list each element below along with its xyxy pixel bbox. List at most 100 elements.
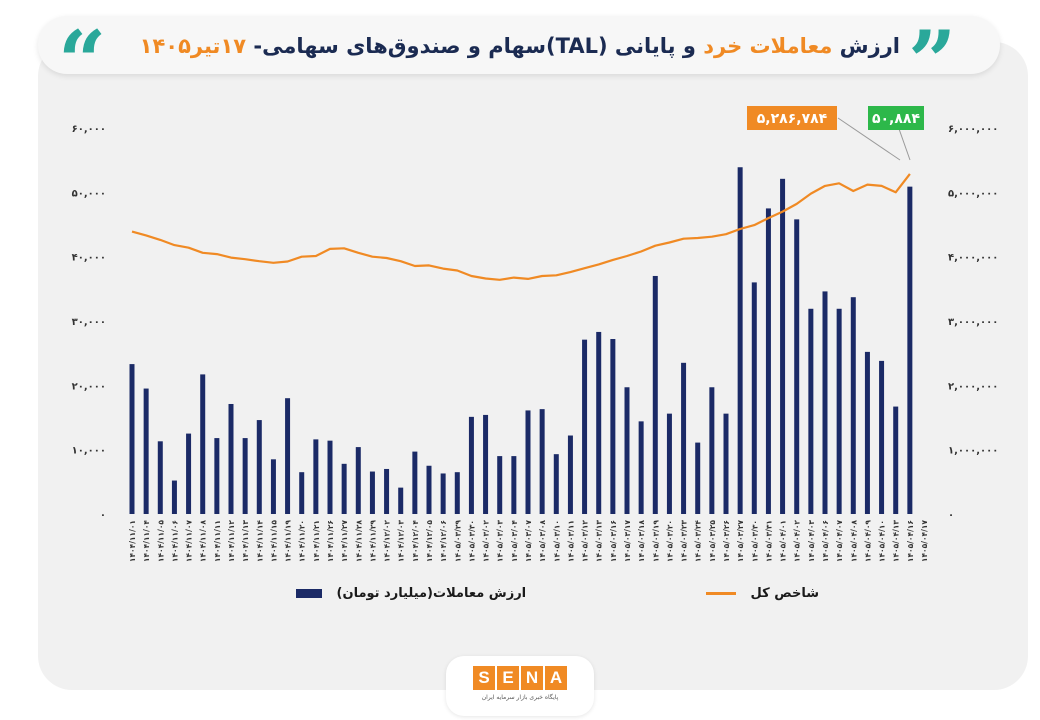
y-right-tick-label: ۱,۰۰۰,۰۰۰ — [948, 446, 998, 457]
index-callout-leader — [837, 117, 901, 161]
x-tick-label: ۱۴۰۵/۰۳/۲۶ — [722, 520, 731, 562]
x-tick-label: ۱۴۰۵/۰۳/۱۳ — [595, 520, 604, 563]
close-quote-icon: ” — [908, 12, 957, 111]
legend-line-swatch — [706, 592, 736, 595]
bar — [497, 456, 503, 514]
x-tick-label: ۱۴۰۵/۰۴/۰۱ — [779, 520, 788, 562]
bar — [355, 447, 361, 514]
bar — [412, 451, 418, 514]
legend-bars-label: ارزش معاملات(میلیارد تومان) — [336, 586, 527, 601]
x-tick-label: ۱۴۰۴/۱۲/۰۳ — [397, 520, 406, 563]
x-tick-label: ۱۴۰۵/۰۳/۱۹ — [651, 520, 660, 563]
x-tick-label: ۱۴۰۴/۱۱/۰۷ — [185, 520, 194, 563]
y-right-tick-label: ۵,۰۰۰,۰۰۰ — [948, 188, 998, 199]
x-tick-label: ۱۴۰۵/۰۳/۲۰ — [665, 520, 674, 562]
x-tick-label: ۱۴۰۴/۱۱/۲۷ — [340, 520, 349, 563]
x-tick-label: ۱۴۰۴/۱۱/۲۰ — [298, 520, 307, 562]
x-tick-label: ۱۴۰۴/۱۱/۱۵ — [269, 520, 278, 563]
value-callout-label: ۵۰,۸۸۴ — [872, 111, 920, 127]
x-tick-label: ۱۴۰۵/۰۴/۱۳ — [892, 520, 901, 563]
bar — [907, 186, 913, 514]
bar — [129, 364, 135, 514]
legend-bars-swatch — [296, 589, 322, 598]
x-tick-label: ۱۴۰۵/۰۳/۲۹ — [453, 520, 462, 563]
x-tick-label: ۱۴۰۵/۰۳/۱۸ — [637, 520, 646, 563]
bar — [610, 339, 616, 514]
x-tick-label: ۱۴۰۴/۱۱/۲۸ — [354, 520, 363, 563]
index-callout-label: ۵,۲۸۶,۷۸۴ — [757, 111, 828, 127]
bar — [624, 387, 630, 514]
x-tick-label: ۱۴۰۵/۰۳/۳۱ — [764, 520, 773, 562]
bar — [398, 487, 404, 514]
title-bar — [38, 16, 1000, 74]
bar — [765, 208, 771, 514]
bar — [709, 387, 715, 514]
x-tick-label: ۱۴۰۵/۰۳/۰۸ — [538, 520, 547, 563]
x-tick-label: ۱۴۰۵/۰۴/۱۷ — [920, 520, 929, 563]
bar — [468, 416, 474, 514]
bar — [143, 388, 149, 514]
y-left-tick-label: ۲۰,۰۰۰ — [72, 381, 106, 392]
bar — [850, 297, 856, 514]
value-callout-leader — [897, 125, 911, 161]
bar — [369, 471, 375, 514]
x-tick-label: ۱۴۰۵/۰۳/۱۲ — [581, 520, 590, 563]
bar — [723, 413, 729, 514]
bar — [582, 339, 588, 514]
bar — [864, 351, 870, 514]
bar — [200, 374, 206, 514]
legend-bars: ارزش معاملات(میلیارد تومان) — [296, 582, 526, 606]
x-tick-label: ۱۴۰۴/۱۱/۰۱ — [128, 520, 137, 562]
bar — [341, 463, 347, 514]
bar — [256, 420, 262, 514]
x-tick-label: ۱۴۰۴/۱۱/۱۹ — [284, 520, 293, 563]
bar — [157, 441, 163, 514]
title-date: ۱۷تیر۱۴۰۵ — [139, 34, 247, 58]
bar — [313, 439, 319, 514]
bar — [214, 438, 220, 514]
bar — [539, 409, 545, 514]
x-tick-label: ۱۴۰۵/۰۴/۰۶ — [821, 520, 830, 562]
x-tick-label: ۱۴۰۴/۱۱/۱۳ — [241, 520, 250, 563]
y-left-tick-label: ۶۰,۰۰۰ — [72, 124, 106, 135]
bar — [384, 468, 390, 514]
bar — [652, 275, 658, 514]
x-tick-label: ۱۴۰۵/۰۳/۰۲ — [482, 520, 491, 563]
y-right-tick-label: ۶,۰۰۰,۰۰۰ — [948, 124, 998, 135]
bar — [666, 413, 672, 514]
x-tick-label: ۱۴۰۴/۱۲/۰۵ — [425, 520, 434, 563]
logo-subtitle: پایگاه خبری بازار سرمایه ایران — [481, 694, 559, 701]
bar — [567, 435, 573, 514]
bar — [751, 282, 757, 514]
bar — [822, 291, 828, 514]
x-tick-label: ۱۴۰۴/۱۲/۰۶ — [439, 520, 448, 562]
bar — [511, 456, 517, 514]
x-tick-label: ۱۴۰۵/۰۳/۱۱ — [566, 520, 575, 562]
x-tick-label: ۱۴۰۵/۰۳/۱۰ — [552, 520, 561, 562]
legend-line-label: شاخص کل — [750, 586, 819, 601]
x-tick-label: ۱۴۰۴/۱۱/۰۵ — [156, 520, 165, 563]
x-tick-label: ۱۴۰۴/۱۱/۰۸ — [199, 520, 208, 563]
logo-letter-n: N — [521, 666, 543, 690]
bar — [737, 167, 743, 514]
legend-line: شاخص کل — [706, 582, 819, 606]
x-tick-label: ۱۴۰۵/۰۳/۰۷ — [524, 520, 533, 563]
x-tick-label: ۱۴۰۵/۰۴/۱۰ — [878, 520, 887, 562]
bar — [836, 308, 842, 514]
bar — [270, 459, 276, 514]
bar — [681, 362, 687, 514]
bar — [426, 465, 432, 514]
x-tick-label: ۱۴۰۴/۱۱/۲۶ — [326, 520, 335, 562]
bar — [553, 454, 559, 514]
x-tick-label: ۱۴۰۵/۰۳/۲۵ — [708, 520, 717, 563]
bar — [893, 406, 899, 514]
logo-letter-a: A — [545, 666, 567, 690]
x-tick-label: ۱۴۰۵/۰۴/۰۳ — [807, 520, 816, 563]
x-tick-label: ۱۴۰۵/۰۴/۱۶ — [906, 520, 915, 562]
x-tick-label: ۱۴۰۴/۱۱/۱۱ — [213, 520, 222, 562]
bar — [638, 421, 644, 514]
bar — [285, 398, 291, 514]
x-tick-label: ۱۴۰۵/۰۴/۰۹ — [863, 520, 872, 563]
